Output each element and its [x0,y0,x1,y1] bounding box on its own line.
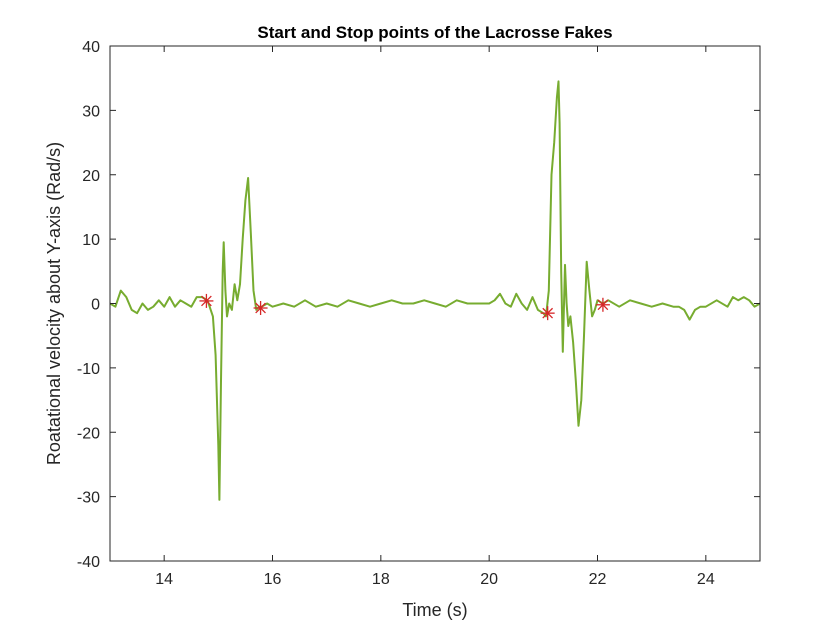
start-stop-marker [540,306,555,321]
x-axis-label: Time (s) [402,600,467,620]
x-tick-label: 20 [480,571,498,588]
y-tick-label: 20 [82,168,100,185]
start-stop-marker [253,301,268,316]
series-line-1 [109,80,761,501]
y-tick-label: -10 [77,361,100,378]
y-tick-label: 0 [91,297,100,314]
x-tick-label: 14 [155,571,173,588]
marker-layer [199,293,610,321]
y-tick-label: -20 [77,425,100,442]
y-tick-label: 40 [82,39,100,56]
tick-layer: 14 16 18 20 22 24 -40 -30 -20 -10 0 10 20 30 40 [77,39,760,588]
y-tick-label: -30 [77,490,100,507]
start-stop-marker [199,293,214,308]
x-tick-label: 18 [372,571,390,588]
y-tick-label: -40 [77,554,100,571]
x-tick-label: 24 [697,571,715,588]
y-tick-label: 30 [82,103,100,120]
start-stop-marker [595,297,610,312]
x-tick-label: 16 [264,571,282,588]
x-tick-label: 22 [589,571,607,588]
data-layer [109,80,761,501]
y-axis-label: Roatational velocity about Y-axis (Rad/s… [44,142,64,465]
chart-title: Start and Stop points of the Lacrosse Fa… [257,23,612,42]
y-tick-label: 10 [82,232,100,249]
